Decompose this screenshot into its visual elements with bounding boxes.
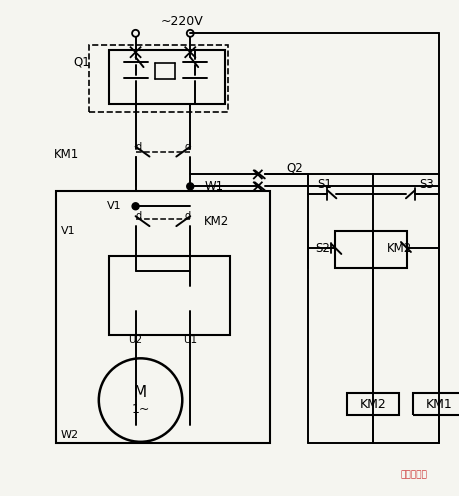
Text: V1: V1 (107, 201, 121, 211)
Text: d: d (184, 211, 190, 221)
Text: M: M (134, 384, 147, 400)
Bar (412, 393, 459, 415)
Text: V1: V1 (61, 226, 75, 236)
Text: d: d (135, 211, 141, 221)
Text: W1: W1 (204, 180, 223, 193)
Text: U2: U2 (128, 335, 142, 345)
Text: Q2: Q2 (285, 162, 302, 175)
Text: KM2: KM2 (204, 215, 229, 228)
Text: S1: S1 (316, 178, 331, 191)
Bar (56, 191, 269, 443)
Bar (108, 50, 224, 104)
Text: W2: W2 (61, 430, 79, 440)
Text: d: d (184, 142, 190, 152)
Text: S2: S2 (315, 242, 330, 254)
Text: S3: S3 (418, 178, 433, 191)
Text: ~220V: ~220V (161, 15, 203, 28)
Text: d: d (135, 142, 141, 152)
Bar (335, 231, 406, 268)
Circle shape (186, 183, 193, 190)
Text: KM1: KM1 (425, 398, 451, 411)
Bar (347, 393, 398, 415)
Text: KM2: KM2 (359, 398, 386, 411)
Text: Q1: Q1 (73, 56, 90, 68)
Text: U1: U1 (183, 335, 197, 345)
Bar (108, 256, 230, 335)
Text: KM2: KM2 (386, 242, 411, 254)
Bar (89, 45, 228, 112)
Circle shape (132, 203, 139, 210)
Text: 1~: 1~ (131, 403, 150, 416)
Text: 锦程电子网: 锦程电子网 (400, 470, 426, 479)
Text: KM1: KM1 (54, 148, 79, 161)
